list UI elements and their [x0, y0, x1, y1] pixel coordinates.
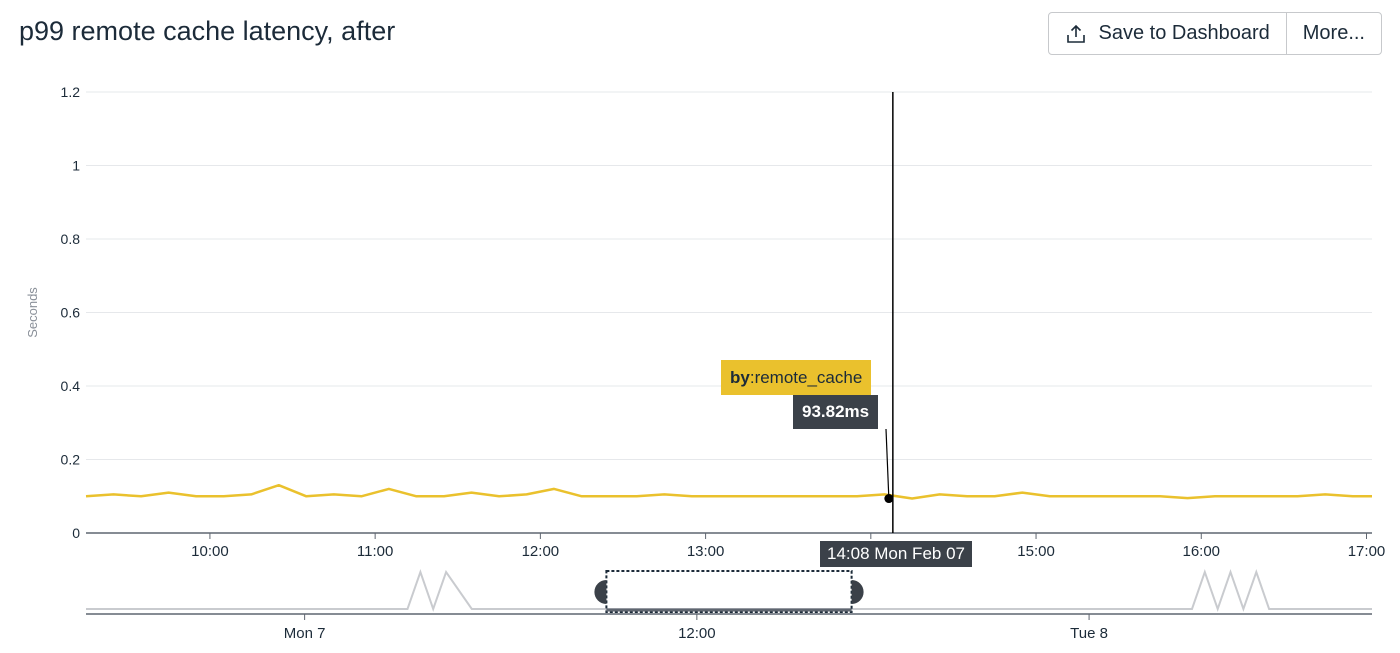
x-tick-label: 13:00	[687, 543, 725, 560]
tooltip-series-name: :remote_cache	[749, 367, 863, 387]
y-tick-label: 0.8	[61, 231, 81, 247]
tooltip-series-prefix: by	[730, 367, 750, 387]
more-label: More...	[1302, 22, 1365, 44]
cursor-point	[884, 494, 894, 504]
x-tick-label: 15:00	[1017, 543, 1055, 560]
y-tick-label: 1	[72, 158, 80, 174]
more-button[interactable]: More...	[1285, 13, 1381, 54]
save-to-dashboard-button[interactable]: Save to Dashboard	[1049, 13, 1286, 54]
navigator-handle-right[interactable]	[851, 580, 864, 604]
page-title: p99 remote cache latency, after	[19, 16, 396, 46]
tooltip-series: by:remote_cache	[721, 360, 872, 395]
x-tick-label: 12:00	[522, 543, 560, 560]
tooltip-value: 93.82ms	[793, 395, 879, 429]
toolbar: Save to Dashboard More...	[1047, 12, 1382, 55]
y-tick-label: 0.6	[61, 305, 81, 321]
tooltip-time: 14:08 Mon Feb 07	[820, 541, 972, 567]
tooltip-pointer	[885, 428, 890, 499]
navigator-selection	[605, 570, 853, 613]
save-to-dashboard-label: Save to Dashboard	[1098, 22, 1270, 44]
export-icon	[1066, 24, 1085, 43]
x-tick-label: 17:00	[1348, 543, 1386, 560]
y-tick-label: 0	[72, 525, 80, 541]
navigator-tick-label: Tue 8	[1070, 625, 1108, 642]
x-tick-label: 10:00	[191, 543, 229, 560]
x-tick-label: 11:00	[357, 543, 393, 560]
series-line-remote-cache	[85, 483, 1372, 500]
y-tick-label: 0.2	[61, 452, 81, 468]
y-tick-label: 1.2	[61, 84, 81, 100]
navigator-tick-label: 12:00	[678, 625, 716, 642]
x-tick-label: 16:00	[1182, 543, 1220, 560]
y-axis-label: Seconds	[25, 287, 40, 338]
navigator-tick-label: Mon 7	[284, 625, 326, 642]
y-tick-label: 0.4	[61, 378, 81, 394]
navigator-series-line	[86, 568, 1372, 613]
navigator-handle-left[interactable]	[594, 580, 607, 604]
